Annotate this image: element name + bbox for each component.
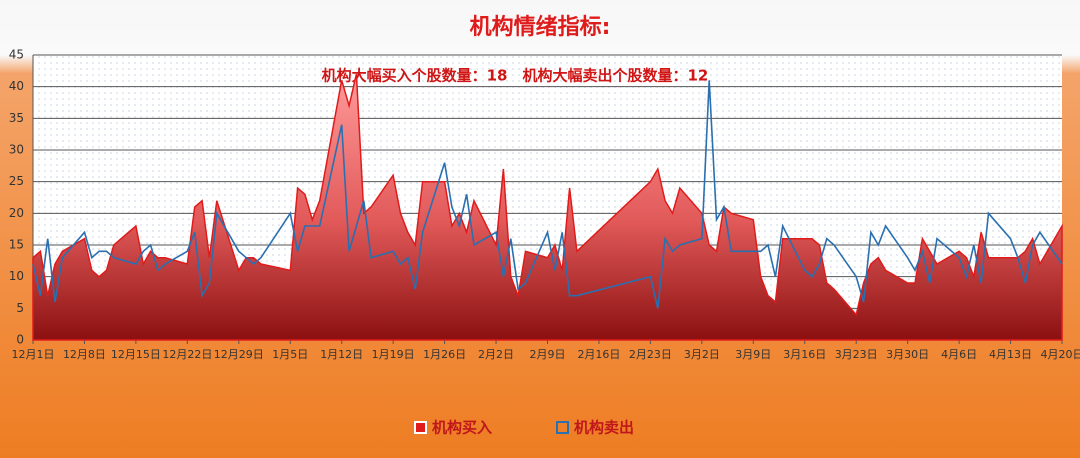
- x-tick-label: 3月30日: [886, 348, 929, 361]
- legend-swatch: [556, 421, 569, 434]
- legend-swatch: [414, 421, 427, 434]
- x-tick-label: 2月23日: [629, 348, 672, 361]
- x-tick-label: 12月1日: [12, 348, 55, 361]
- x-tick-label: 12月22日: [162, 348, 212, 361]
- chart-title: 机构情绪指标:: [470, 14, 611, 40]
- x-tick-label: 1月12日: [320, 348, 363, 361]
- y-tick-label: 10: [9, 269, 24, 283]
- y-tick-label: 45: [9, 48, 24, 62]
- y-tick-label: 15: [9, 238, 24, 252]
- area: [32, 73, 1063, 341]
- annotation: 机构大幅买入个股数量：18 机构大幅卖出个股数量：12: [322, 67, 709, 85]
- y-tick-label: 25: [9, 174, 24, 188]
- line: [32, 80, 1063, 309]
- marks: [32, 73, 1063, 341]
- x-tick-label: 3月2日: [684, 348, 720, 361]
- x-tick-label: 1月26日: [423, 348, 466, 361]
- x-tick-label: 3月9日: [735, 348, 771, 361]
- y-tick-label: 20: [9, 206, 24, 220]
- y-tick-label: 0: [16, 333, 24, 347]
- x-tick-label: 3月16日: [783, 348, 826, 361]
- x-tick-label: 12月8日: [63, 348, 106, 361]
- y-tick-label: 40: [9, 79, 24, 93]
- x-tick-label: 3月23日: [835, 348, 878, 361]
- x-tick-label: 12月29日: [214, 348, 264, 361]
- x-tick-label: 2月16日: [577, 348, 620, 361]
- legend: 机构买入 机构卖出: [414, 419, 634, 437]
- x-tick-label: 12月15日: [111, 348, 161, 361]
- legend-label: 机构卖出: [574, 419, 634, 437]
- labels: 0 5 10 15 20 25 30 35 40 45 12月1日 12月8日 12月15日 12月22日…: [9, 48, 1080, 362]
- y-tick-label: 30: [9, 143, 24, 157]
- x-tick-label: 2月2日: [478, 348, 514, 361]
- x-tick-label: 4月6日: [941, 348, 977, 361]
- y-tick-label: 35: [9, 111, 24, 125]
- x-tick-label: 1月19日: [372, 348, 415, 361]
- legend-label: 机构买入: [432, 419, 492, 437]
- y-tick-label: 5: [16, 301, 24, 315]
- x-tick-label: 1月5日: [272, 348, 308, 361]
- x-tick-label: 2月9日: [530, 348, 566, 361]
- x-tick-label: 4月20日: [1041, 348, 1080, 361]
- x-tick-label: 4月13日: [989, 348, 1032, 361]
